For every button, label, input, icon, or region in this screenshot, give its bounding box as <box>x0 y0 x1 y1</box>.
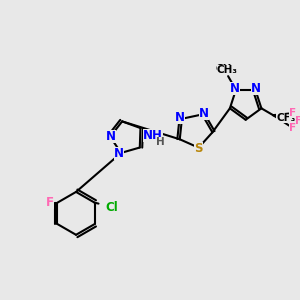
Text: F: F <box>295 116 300 126</box>
Text: N: N <box>114 147 124 161</box>
Text: F: F <box>289 123 296 133</box>
Text: CH₃: CH₃ <box>216 64 237 74</box>
Text: N: N <box>106 130 116 143</box>
Text: Cl: Cl <box>106 201 118 214</box>
Text: N: N <box>175 111 185 124</box>
Text: H: H <box>156 137 165 147</box>
Text: N: N <box>199 107 209 120</box>
Text: NH: NH <box>143 129 163 142</box>
Text: CF₃: CF₃ <box>276 113 296 123</box>
Text: N: N <box>230 82 240 95</box>
Text: F: F <box>289 108 296 118</box>
Text: F: F <box>46 196 54 209</box>
Text: N: N <box>251 82 261 95</box>
Text: S: S <box>194 142 203 155</box>
Text: CH₃: CH₃ <box>217 65 238 75</box>
